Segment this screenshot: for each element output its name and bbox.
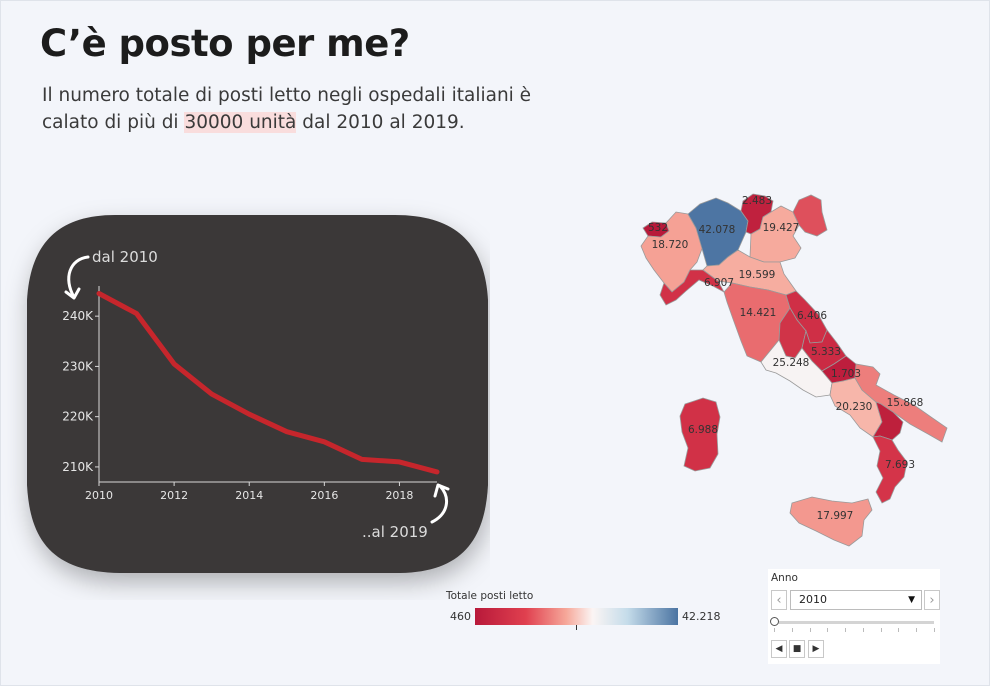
legend-max-label: 42.218: [682, 610, 721, 623]
x-tick-label: 2012: [160, 489, 188, 502]
subtitle-text-end: dal 2010 al 2019.: [296, 112, 465, 133]
legend-gradient-bar: [475, 608, 678, 625]
line-chart: 210K 220K 230K 240K 2010 2012 2014 2016 2018 da…: [27, 215, 488, 573]
region-friuli-venezia-giulia[interactable]: [792, 194, 828, 237]
chevron-left-icon: ‹: [776, 593, 782, 608]
region-label-valle-d-aosta: 532: [648, 222, 668, 234]
region-label-liguria: 6.907: [704, 277, 734, 289]
region-label-piemonte: 18.720: [652, 239, 689, 251]
region-emilia-romagna[interactable]: [702, 249, 797, 296]
annotation-start-label: dal 2010: [92, 248, 158, 266]
region-liguria[interactable]: [659, 269, 726, 306]
region-label-calabria: 7.693: [885, 459, 915, 471]
year-filter-label: Anno: [771, 572, 798, 584]
year-select[interactable]: 2010 ▼: [790, 590, 922, 610]
chevron-right-icon: ›: [929, 593, 935, 608]
region-label-lazio: 25.248: [773, 357, 810, 369]
arrowhead-end-icon: [433, 483, 450, 498]
y-tick-label: 240K: [62, 309, 94, 323]
region-label-puglia: 15.868: [887, 397, 924, 409]
region-label-molise: 1.703: [831, 368, 861, 380]
curved-arrow-start-icon: [67, 255, 90, 299]
annotation-start: dal 2010: [64, 248, 158, 300]
legend-row: 460 42.218: [446, 608, 736, 630]
region-label-toscana: 14.421: [740, 307, 777, 319]
slider-tick: [934, 628, 935, 632]
stop-button[interactable]: ■: [789, 640, 805, 658]
x-tick-label: 2016: [310, 489, 338, 502]
stop-icon: ■: [792, 644, 802, 654]
page-title: C’è posto per me?: [40, 22, 410, 65]
x-tick-label: 2010: [85, 489, 113, 502]
series-line: [96, 291, 440, 475]
legend-title: Totale posti letto: [446, 590, 534, 602]
play-icon: ▶: [812, 644, 820, 654]
y-tick-label: 220K: [62, 410, 94, 424]
region-label-trentino-alto-adige: 2.483: [742, 195, 772, 207]
chart-background: [27, 215, 488, 573]
slider-tick: [862, 628, 864, 632]
y-tick-label: 210K: [62, 460, 94, 474]
x-tick-label: 2018: [385, 489, 413, 502]
y-tick-label: 230K: [62, 359, 94, 373]
region-label-marche: 6.406: [797, 310, 827, 322]
arrowhead-start-icon: [64, 287, 81, 300]
curved-arrow-end-icon: [430, 484, 449, 524]
year-select-value: 2010: [799, 593, 827, 606]
region-basilicata[interactable]: [872, 401, 904, 441]
slider-tick: [916, 628, 918, 632]
year-slider-ticks: [774, 628, 935, 632]
x-tick-label: 2014: [235, 489, 263, 502]
year-slider-thumb[interactable]: [770, 617, 779, 626]
legend-min-label: 460: [450, 610, 471, 623]
previous-year-button[interactable]: ‹: [771, 590, 787, 610]
legend-tick: [576, 625, 577, 630]
year-slider-track[interactable]: [774, 621, 934, 624]
region-label-abruzzo: 5.333: [811, 346, 841, 358]
region-calabria[interactable]: [872, 435, 908, 504]
region-label-campania: 20.230: [836, 401, 873, 413]
slider-tick: [774, 628, 775, 632]
region-lombardia[interactable]: [687, 197, 749, 267]
subtitle-text: Il numero totale di posti letto negli os…: [42, 85, 532, 133]
region-label-lombardia: 42.078: [699, 224, 736, 236]
step-back-icon: ◀: [775, 644, 783, 654]
slider-tick: [791, 628, 793, 632]
region-sicilia[interactable]: [789, 496, 873, 547]
region-label-sicilia: 17.997: [817, 510, 854, 522]
slider-tick: [898, 628, 900, 632]
annotation-end: ..al 2019: [362, 483, 450, 541]
annotation-end-label: ..al 2019: [362, 523, 428, 541]
play-button[interactable]: ▶: [808, 640, 824, 658]
page-subtitle: Il numero totale di posti letto negli os…: [42, 82, 582, 136]
year-filter-panel: Anno ‹ 2010 ▼ › ◀ ■ ▶: [768, 569, 940, 664]
subtitle-highlight: 30000 unità: [184, 112, 297, 133]
step-back-button[interactable]: ◀: [771, 640, 787, 658]
slider-tick: [827, 628, 829, 632]
region-label-veneto: 19.427: [763, 222, 800, 234]
region-label-sardegna: 6.988: [688, 424, 718, 436]
region-sardegna[interactable]: [679, 397, 721, 472]
color-legend: Totale posti letto 460 42.218: [446, 590, 736, 630]
slider-tick: [845, 628, 847, 632]
caret-down-icon: ▼: [908, 595, 915, 605]
slider-tick: [809, 628, 811, 632]
italy-map: 532 18.720 42.078 2.483 19.427 6.907 19.599 14.…: [640, 193, 948, 547]
region-piemonte[interactable]: [640, 211, 704, 293]
region-label-emilia-romagna: 19.599: [739, 269, 776, 281]
slider-tick: [880, 628, 882, 632]
next-year-button[interactable]: ›: [924, 590, 940, 610]
